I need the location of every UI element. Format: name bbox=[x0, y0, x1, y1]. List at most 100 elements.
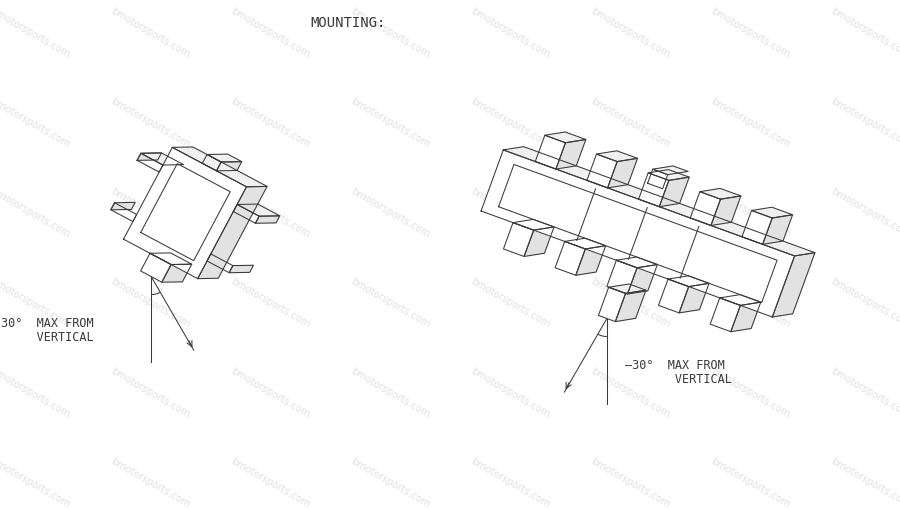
Text: bmotorsports.com: bmotorsports.com bbox=[829, 6, 900, 59]
Polygon shape bbox=[123, 147, 247, 278]
Polygon shape bbox=[616, 290, 646, 322]
Polygon shape bbox=[503, 147, 814, 256]
Text: bmotorsports.com: bmotorsports.com bbox=[229, 276, 311, 330]
Polygon shape bbox=[544, 132, 586, 143]
Text: bmotorsports.com: bmotorsports.com bbox=[0, 276, 71, 330]
Text: bmotorsports.com: bmotorsports.com bbox=[229, 456, 311, 508]
Polygon shape bbox=[513, 219, 554, 230]
Polygon shape bbox=[639, 173, 669, 207]
Polygon shape bbox=[172, 147, 267, 187]
Text: bmotorsports.com: bmotorsports.com bbox=[109, 456, 191, 508]
Polygon shape bbox=[742, 210, 772, 244]
Text: bmotorsports.com: bmotorsports.com bbox=[349, 456, 431, 508]
Text: bmotorsports.com: bmotorsports.com bbox=[109, 186, 191, 240]
Polygon shape bbox=[503, 223, 534, 257]
Text: bmotorsports.com: bmotorsports.com bbox=[349, 366, 431, 420]
Polygon shape bbox=[710, 298, 741, 332]
Text: bmotorsports.com: bmotorsports.com bbox=[589, 6, 671, 59]
Polygon shape bbox=[652, 166, 688, 175]
Text: 30°  MAX FROM: 30° MAX FROM bbox=[1, 317, 94, 330]
Text: VERTICAL: VERTICAL bbox=[625, 373, 732, 386]
Polygon shape bbox=[524, 227, 554, 257]
Text: VERTICAL: VERTICAL bbox=[1, 331, 94, 344]
Text: MOUNTING:: MOUNTING: bbox=[310, 16, 385, 30]
Polygon shape bbox=[690, 192, 721, 226]
Polygon shape bbox=[137, 153, 163, 172]
Text: bmotorsports.com: bmotorsports.com bbox=[229, 6, 311, 59]
Polygon shape bbox=[111, 202, 135, 210]
Polygon shape bbox=[137, 153, 161, 161]
Text: bmotorsports.com: bmotorsports.com bbox=[709, 276, 791, 330]
Polygon shape bbox=[648, 170, 689, 180]
Text: bmotorsports.com: bmotorsports.com bbox=[229, 97, 311, 150]
Text: bmotorsports.com: bmotorsports.com bbox=[469, 456, 551, 508]
Text: bmotorsports.com: bmotorsports.com bbox=[829, 276, 900, 330]
Text: bmotorsports.com: bmotorsports.com bbox=[349, 186, 431, 240]
Polygon shape bbox=[648, 169, 668, 189]
Text: bmotorsports.com: bmotorsports.com bbox=[829, 97, 900, 150]
Text: bmotorsports.com: bmotorsports.com bbox=[0, 6, 71, 59]
Polygon shape bbox=[111, 203, 137, 221]
Text: bmotorsports.com: bmotorsports.com bbox=[0, 97, 71, 150]
Polygon shape bbox=[668, 276, 709, 287]
Polygon shape bbox=[659, 279, 688, 313]
Polygon shape bbox=[556, 140, 586, 169]
Text: bmotorsports.com: bmotorsports.com bbox=[469, 366, 551, 420]
Polygon shape bbox=[762, 215, 793, 244]
Text: bmotorsports.com: bmotorsports.com bbox=[109, 97, 191, 150]
Polygon shape bbox=[616, 257, 657, 268]
Text: bmotorsports.com: bmotorsports.com bbox=[829, 366, 900, 420]
Polygon shape bbox=[731, 302, 760, 332]
Polygon shape bbox=[608, 284, 646, 294]
Polygon shape bbox=[587, 154, 617, 188]
Polygon shape bbox=[598, 287, 625, 322]
Text: bmotorsports.com: bmotorsports.com bbox=[349, 97, 431, 150]
Polygon shape bbox=[555, 241, 585, 275]
Text: bmotorsports.com: bmotorsports.com bbox=[109, 276, 191, 330]
Text: bmotorsports.com: bmotorsports.com bbox=[709, 6, 791, 59]
Text: bmotorsports.com: bmotorsports.com bbox=[229, 186, 311, 240]
Text: bmotorsports.com: bmotorsports.com bbox=[469, 276, 551, 330]
Text: bmotorsports.com: bmotorsports.com bbox=[469, 97, 551, 150]
Text: bmotorsports.com: bmotorsports.com bbox=[469, 186, 551, 240]
Polygon shape bbox=[536, 135, 565, 169]
Text: bmotorsports.com: bmotorsports.com bbox=[229, 366, 311, 420]
Polygon shape bbox=[256, 216, 280, 223]
Text: bmotorsports.com: bmotorsports.com bbox=[109, 6, 191, 59]
Text: bmotorsports.com: bmotorsports.com bbox=[709, 97, 791, 150]
Text: bmotorsports.com: bmotorsports.com bbox=[829, 456, 900, 508]
Polygon shape bbox=[207, 154, 242, 162]
Polygon shape bbox=[680, 283, 709, 313]
Polygon shape bbox=[607, 260, 637, 294]
Text: bmotorsports.com: bmotorsports.com bbox=[589, 186, 671, 240]
Text: bmotorsports.com: bmotorsports.com bbox=[109, 366, 191, 420]
Polygon shape bbox=[202, 154, 221, 171]
Text: bmotorsports.com: bmotorsports.com bbox=[709, 456, 791, 508]
Polygon shape bbox=[564, 238, 606, 249]
Text: bmotorsports.com: bmotorsports.com bbox=[349, 6, 431, 59]
Text: bmotorsports.com: bmotorsports.com bbox=[469, 6, 551, 59]
Polygon shape bbox=[627, 265, 657, 294]
Text: bmotorsports.com: bmotorsports.com bbox=[0, 186, 71, 240]
Polygon shape bbox=[233, 204, 259, 223]
Polygon shape bbox=[608, 158, 637, 188]
Text: bmotorsports.com: bmotorsports.com bbox=[589, 276, 671, 330]
Polygon shape bbox=[720, 295, 760, 305]
Polygon shape bbox=[711, 196, 741, 226]
Polygon shape bbox=[772, 252, 814, 317]
Text: bmotorsports.com: bmotorsports.com bbox=[0, 456, 71, 508]
Polygon shape bbox=[700, 188, 741, 199]
Polygon shape bbox=[660, 177, 689, 207]
Text: bmotorsports.com: bmotorsports.com bbox=[589, 456, 671, 508]
Polygon shape bbox=[207, 254, 233, 273]
Polygon shape bbox=[576, 246, 606, 275]
Polygon shape bbox=[140, 253, 171, 282]
Text: bmotorsports.com: bmotorsports.com bbox=[349, 276, 431, 330]
Polygon shape bbox=[597, 151, 637, 162]
Text: —30°  MAX FROM: —30° MAX FROM bbox=[625, 359, 724, 372]
Text: bmotorsports.com: bmotorsports.com bbox=[589, 366, 671, 420]
Polygon shape bbox=[141, 153, 184, 165]
Text: bmotorsports.com: bmotorsports.com bbox=[589, 97, 671, 150]
Text: bmotorsports.com: bmotorsports.com bbox=[0, 366, 71, 420]
Polygon shape bbox=[230, 265, 254, 273]
